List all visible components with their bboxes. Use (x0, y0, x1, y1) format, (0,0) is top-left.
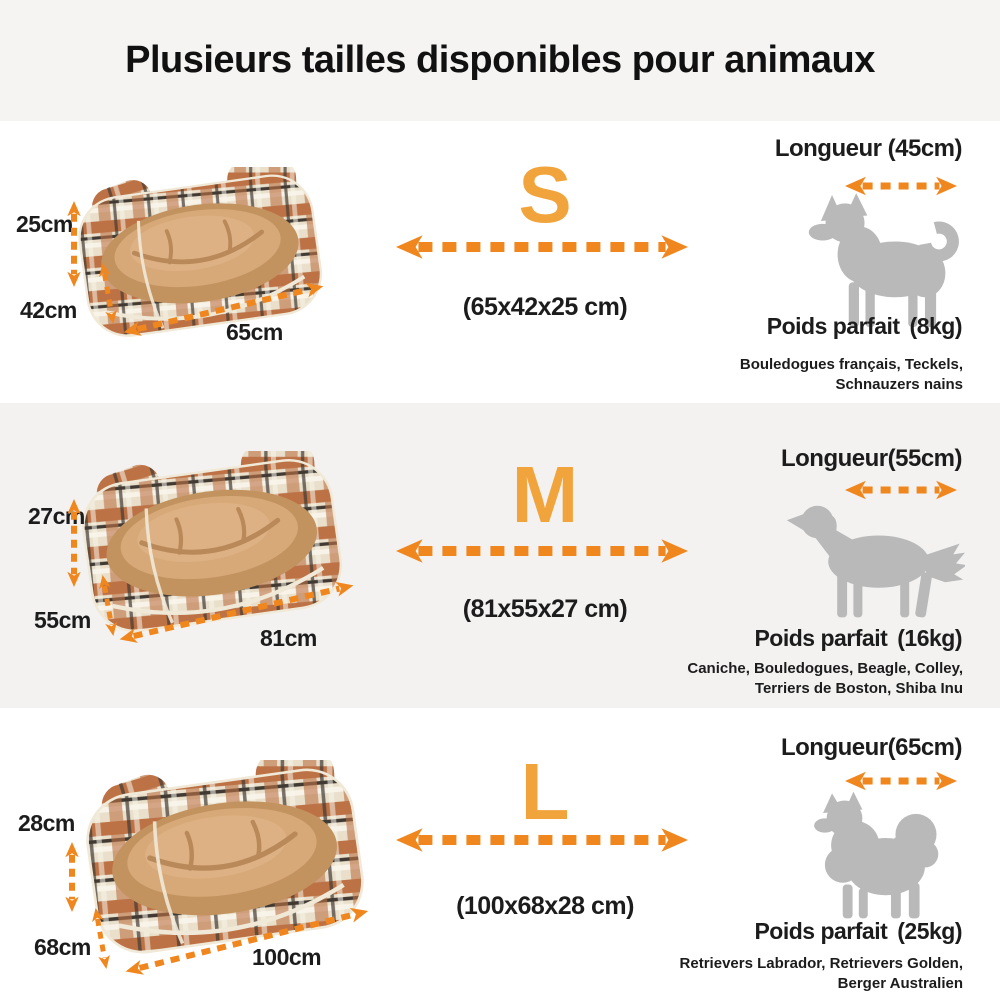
weight-value: (25kg) (897, 918, 962, 944)
depth-arrow-icon (96, 574, 121, 637)
depth-arrow-icon (96, 262, 121, 325)
size-span-arrow-icon (396, 826, 688, 854)
width-arrow-icon (118, 577, 356, 649)
depth-arrow-icon (89, 907, 114, 970)
dog-bed-image (72, 760, 382, 965)
dog-length-arrow-icon (845, 479, 957, 501)
dog-length-label: Longueur(65cm) (780, 734, 963, 761)
bed-width-label: 81cm (260, 625, 317, 651)
dog-silhouette-retriever (785, 495, 965, 621)
height-arrow-icon (66, 201, 82, 287)
size-row-m: 27cm 55cm 81cm M (81x55x27 cm) Longueur(… (0, 403, 1000, 708)
box-dimensions-label: (100x68x28 cm) (456, 892, 634, 920)
bed-depth-label: 68cm (34, 934, 91, 960)
bed-height-label: 25cm (16, 211, 73, 237)
breed-list: Bouledogues français, Teckels, Schnauzer… (739, 356, 963, 393)
height-arrow-icon (66, 499, 82, 587)
dog-length-label: Longueur(55cm) (780, 445, 963, 472)
weight-value: (16kg) (897, 625, 962, 651)
breed-list: Caniche, Bouledogues, Beagle, Colley, Te… (687, 660, 963, 697)
size-row-l: 28cm 68cm 100cm L (100x68x28 cm) Longueu… (0, 708, 1000, 1000)
perfect-weight-label: Poids parfait (8kg) (766, 313, 963, 339)
size-letter: M (511, 450, 579, 539)
size-row-s: 25cm 42cm 65cm S (65x42x25 cm) Longueur … (0, 121, 1000, 403)
width-arrow-icon (123, 902, 370, 980)
size-span-arrow-icon (396, 537, 688, 565)
weight-value: (8kg) (909, 313, 963, 339)
bed-width-label: 65cm (226, 319, 283, 345)
height-arrow-icon (64, 842, 80, 912)
dog-silhouette-spitz (798, 788, 950, 922)
perfect-weight-label: Poids parfait (16kg) (754, 625, 962, 651)
box-dimensions-label: (81x55x27 cm) (462, 595, 628, 623)
size-letter: S (518, 150, 572, 239)
width-arrow-icon (122, 277, 326, 341)
bed-width-label: 100cm (252, 944, 322, 970)
perfect-weight-label: Poids parfait (25kg) (754, 918, 962, 944)
breed-list: Retrievers Labrador, Retrievers Golden, … (679, 955, 963, 992)
box-dimensions-label: (65x42x25 cm) (462, 293, 628, 321)
bed-depth-label: 42cm (20, 297, 77, 323)
page-title: Plusieurs tailles disponibles pour anima… (125, 39, 875, 81)
bed-height-label: 28cm (18, 810, 75, 836)
dog-length-label: Longueur (45cm) (774, 135, 963, 162)
size-span-arrow-icon (396, 233, 688, 261)
dog-length-arrow-icon (845, 175, 957, 197)
bed-depth-label: 55cm (34, 607, 91, 633)
title-band: Plusieurs tailles disponibles pour anima… (0, 0, 1000, 121)
dog-length-arrow-icon (845, 770, 957, 792)
size-letter: L (520, 747, 570, 836)
